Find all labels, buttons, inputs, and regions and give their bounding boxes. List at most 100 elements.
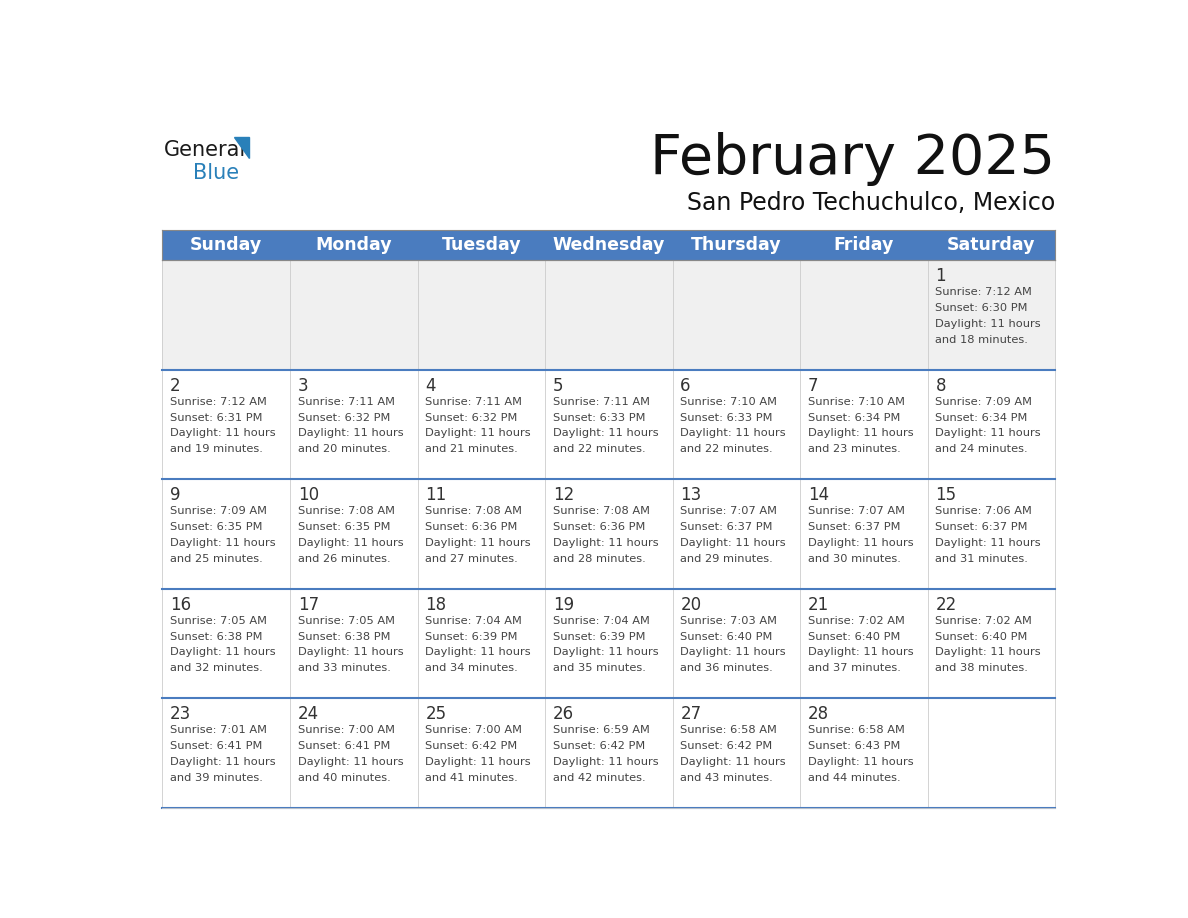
Text: 3: 3 (298, 376, 309, 395)
Text: Sunset: 6:34 PM: Sunset: 6:34 PM (935, 412, 1028, 422)
Text: Sunset: 6:35 PM: Sunset: 6:35 PM (170, 522, 263, 532)
Text: Sunset: 6:33 PM: Sunset: 6:33 PM (552, 412, 645, 422)
Text: Sunset: 6:36 PM: Sunset: 6:36 PM (552, 522, 645, 532)
Text: 2: 2 (170, 376, 181, 395)
Text: Monday: Monday (316, 236, 392, 254)
Text: Sunset: 6:43 PM: Sunset: 6:43 PM (808, 741, 901, 751)
Text: and 23 minutes.: and 23 minutes. (808, 444, 901, 454)
Text: 7: 7 (808, 376, 819, 395)
Text: Sunrise: 7:02 AM: Sunrise: 7:02 AM (935, 616, 1032, 626)
Text: Sunset: 6:40 PM: Sunset: 6:40 PM (935, 632, 1028, 642)
Text: Daylight: 11 hours: Daylight: 11 hours (170, 538, 276, 548)
Text: 23: 23 (170, 705, 191, 723)
Text: Daylight: 11 hours: Daylight: 11 hours (808, 647, 914, 657)
Text: and 39 minutes.: and 39 minutes. (170, 773, 263, 782)
Text: and 27 minutes.: and 27 minutes. (425, 554, 518, 564)
Text: and 28 minutes.: and 28 minutes. (552, 554, 645, 564)
Text: 21: 21 (808, 596, 829, 614)
Text: and 30 minutes.: and 30 minutes. (808, 554, 901, 564)
Text: 17: 17 (298, 596, 318, 614)
Text: Daylight: 11 hours: Daylight: 11 hours (935, 538, 1041, 548)
Text: 14: 14 (808, 487, 829, 504)
Text: Sunrise: 7:05 AM: Sunrise: 7:05 AM (298, 616, 394, 626)
Text: Daylight: 11 hours: Daylight: 11 hours (298, 756, 404, 767)
Bar (163, 699, 1055, 808)
Text: and 22 minutes.: and 22 minutes. (552, 444, 645, 454)
Text: and 29 minutes.: and 29 minutes. (681, 554, 773, 564)
Text: Daylight: 11 hours: Daylight: 11 hours (425, 538, 531, 548)
Text: Daylight: 11 hours: Daylight: 11 hours (681, 429, 786, 438)
Text: San Pedro Techuchulco, Mexico: San Pedro Techuchulco, Mexico (687, 191, 1055, 215)
Text: Daylight: 11 hours: Daylight: 11 hours (425, 429, 531, 438)
Text: Sunrise: 6:58 AM: Sunrise: 6:58 AM (808, 725, 905, 735)
Text: Sunrise: 7:11 AM: Sunrise: 7:11 AM (552, 397, 650, 407)
Text: Sunrise: 7:11 AM: Sunrise: 7:11 AM (425, 397, 523, 407)
Text: Blue: Blue (194, 163, 240, 184)
Text: and 34 minutes.: and 34 minutes. (425, 663, 518, 673)
Text: Sunrise: 7:00 AM: Sunrise: 7:00 AM (298, 725, 394, 735)
Text: Sunset: 6:32 PM: Sunset: 6:32 PM (298, 412, 390, 422)
Text: 28: 28 (808, 705, 829, 723)
Text: Sunrise: 6:58 AM: Sunrise: 6:58 AM (681, 725, 777, 735)
Text: Tuesday: Tuesday (442, 236, 522, 254)
Text: 8: 8 (935, 376, 946, 395)
Text: Daylight: 11 hours: Daylight: 11 hours (170, 647, 276, 657)
Text: Wednesday: Wednesday (552, 236, 665, 254)
Text: Daylight: 11 hours: Daylight: 11 hours (298, 429, 404, 438)
Text: Daylight: 11 hours: Daylight: 11 hours (425, 756, 531, 767)
Polygon shape (234, 137, 249, 158)
Text: Daylight: 11 hours: Daylight: 11 hours (425, 647, 531, 657)
Text: 11: 11 (425, 487, 447, 504)
Text: Sunrise: 7:11 AM: Sunrise: 7:11 AM (298, 397, 394, 407)
Text: Daylight: 11 hours: Daylight: 11 hours (935, 319, 1041, 329)
Bar (163, 230, 1055, 261)
Text: Daylight: 11 hours: Daylight: 11 hours (552, 756, 658, 767)
Text: Daylight: 11 hours: Daylight: 11 hours (808, 756, 914, 767)
Text: and 41 minutes.: and 41 minutes. (425, 773, 518, 782)
Bar (163, 479, 1055, 588)
Text: Daylight: 11 hours: Daylight: 11 hours (681, 538, 786, 548)
Text: and 21 minutes.: and 21 minutes. (425, 444, 518, 454)
Text: Sunset: 6:41 PM: Sunset: 6:41 PM (170, 741, 263, 751)
Text: 18: 18 (425, 596, 447, 614)
Text: 9: 9 (170, 487, 181, 504)
Text: Sunset: 6:32 PM: Sunset: 6:32 PM (425, 412, 518, 422)
Text: 22: 22 (935, 596, 956, 614)
Text: and 26 minutes.: and 26 minutes. (298, 554, 391, 564)
Text: 15: 15 (935, 487, 956, 504)
Text: Sunset: 6:42 PM: Sunset: 6:42 PM (425, 741, 518, 751)
Text: and 35 minutes.: and 35 minutes. (552, 663, 646, 673)
Text: Sunset: 6:34 PM: Sunset: 6:34 PM (808, 412, 901, 422)
Text: 25: 25 (425, 705, 447, 723)
Text: and 18 minutes.: and 18 minutes. (935, 335, 1029, 344)
Text: Thursday: Thursday (691, 236, 782, 254)
Text: and 40 minutes.: and 40 minutes. (298, 773, 391, 782)
Text: Daylight: 11 hours: Daylight: 11 hours (935, 647, 1041, 657)
Text: and 19 minutes.: and 19 minutes. (170, 444, 263, 454)
Text: Sunset: 6:37 PM: Sunset: 6:37 PM (808, 522, 901, 532)
Text: Sunrise: 7:03 AM: Sunrise: 7:03 AM (681, 616, 777, 626)
Text: Sunset: 6:39 PM: Sunset: 6:39 PM (425, 632, 518, 642)
Text: Daylight: 11 hours: Daylight: 11 hours (552, 429, 658, 438)
Bar (163, 588, 1055, 699)
Text: Sunrise: 7:09 AM: Sunrise: 7:09 AM (935, 397, 1032, 407)
Text: Sunrise: 7:04 AM: Sunrise: 7:04 AM (552, 616, 650, 626)
Text: Sunrise: 7:02 AM: Sunrise: 7:02 AM (808, 616, 905, 626)
Text: 13: 13 (681, 487, 702, 504)
Text: 1: 1 (935, 267, 946, 285)
Text: and 31 minutes.: and 31 minutes. (935, 554, 1029, 564)
Text: Sunset: 6:42 PM: Sunset: 6:42 PM (552, 741, 645, 751)
Text: and 36 minutes.: and 36 minutes. (681, 663, 773, 673)
Text: Sunset: 6:41 PM: Sunset: 6:41 PM (298, 741, 390, 751)
Text: Sunset: 6:31 PM: Sunset: 6:31 PM (170, 412, 263, 422)
Text: Sunset: 6:40 PM: Sunset: 6:40 PM (808, 632, 901, 642)
Text: Sunrise: 7:00 AM: Sunrise: 7:00 AM (425, 725, 523, 735)
Text: Sunrise: 7:12 AM: Sunrise: 7:12 AM (170, 397, 267, 407)
Text: Sunrise: 7:09 AM: Sunrise: 7:09 AM (170, 506, 267, 516)
Text: Sunrise: 6:59 AM: Sunrise: 6:59 AM (552, 725, 650, 735)
Text: 26: 26 (552, 705, 574, 723)
Text: Sunrise: 7:06 AM: Sunrise: 7:06 AM (935, 506, 1032, 516)
Text: Daylight: 11 hours: Daylight: 11 hours (170, 429, 276, 438)
Text: Daylight: 11 hours: Daylight: 11 hours (681, 647, 786, 657)
Text: Sunset: 6:38 PM: Sunset: 6:38 PM (298, 632, 390, 642)
